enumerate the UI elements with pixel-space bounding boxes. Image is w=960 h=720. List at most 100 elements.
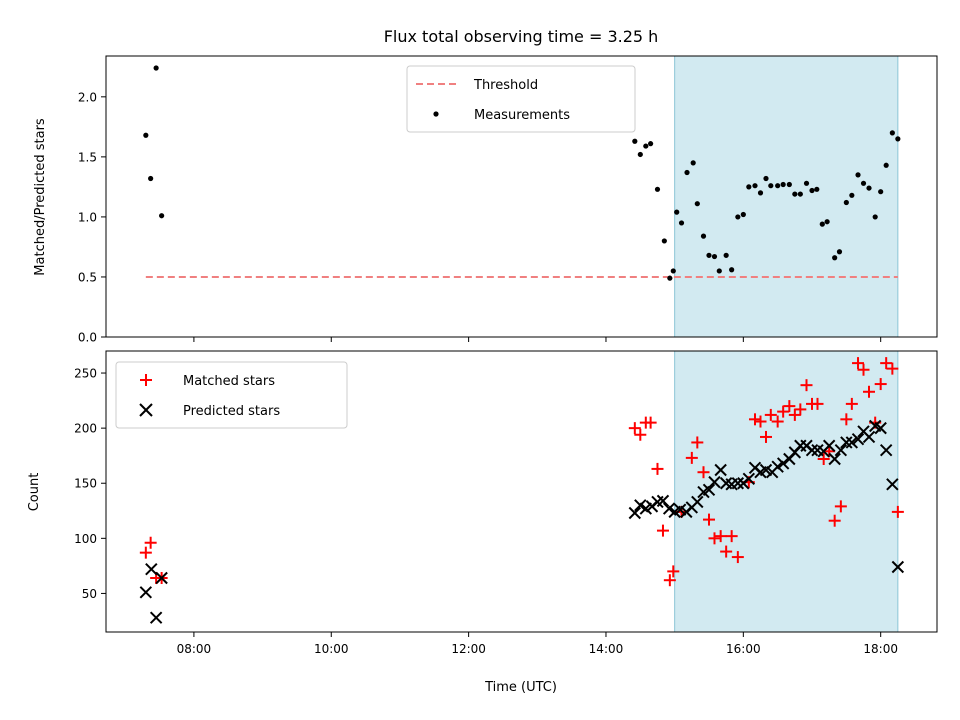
measurement-point bbox=[797, 191, 803, 197]
measurements-legend-label: Measurements bbox=[474, 108, 570, 123]
measurement-point bbox=[855, 172, 861, 178]
x-tick-label: 08:00 bbox=[177, 642, 212, 656]
predicted-star-point bbox=[656, 494, 670, 508]
predicted-star-point bbox=[886, 478, 899, 491]
matched-star-point bbox=[800, 379, 813, 392]
matched-star-point bbox=[714, 530, 727, 543]
measurement-point bbox=[814, 186, 820, 192]
matched-star-point bbox=[834, 500, 847, 513]
matched-star-point bbox=[749, 413, 762, 426]
measurement-point bbox=[684, 169, 690, 176]
threshold-legend-label: Threshold bbox=[473, 78, 538, 93]
predicted-star-point bbox=[714, 463, 727, 477]
counts-axes-frame bbox=[105, 350, 938, 633]
matched-star-point bbox=[663, 574, 676, 587]
measurement-point bbox=[670, 268, 676, 274]
measurement-point bbox=[866, 185, 872, 191]
measurement-point bbox=[148, 175, 154, 182]
matched-star-point bbox=[823, 445, 836, 458]
x-tick-label: 12:00 bbox=[451, 642, 486, 656]
ratio-data bbox=[143, 65, 901, 281]
predicted-star-point bbox=[731, 477, 745, 490]
measurement-point bbox=[746, 184, 752, 190]
measurement-point bbox=[803, 180, 810, 186]
y-tick-label: 50 bbox=[82, 587, 97, 601]
predicted-star-point bbox=[891, 560, 905, 574]
x-tick-label: 18:00 bbox=[863, 642, 898, 656]
measurement-point bbox=[632, 138, 638, 144]
ratio-x-ticks bbox=[193, 337, 882, 342]
predicted-star-point bbox=[828, 452, 841, 466]
y-tick-label: 1.0 bbox=[78, 210, 97, 224]
matched-star-point bbox=[777, 405, 790, 418]
measurement-point bbox=[889, 130, 895, 136]
ratio-y-label: Matched/Predicted stars bbox=[33, 118, 48, 276]
matched-star-point bbox=[644, 416, 657, 429]
matched-star-point bbox=[863, 385, 876, 398]
y-tick-label: 0.5 bbox=[78, 270, 97, 284]
matched-star-point bbox=[771, 415, 784, 428]
matched-star-point bbox=[667, 565, 680, 578]
predicted-star-point bbox=[879, 443, 893, 457]
predicted-star-point bbox=[822, 439, 836, 452]
predicted-star-point bbox=[708, 475, 721, 489]
measurement-point bbox=[637, 151, 643, 158]
matched-star-point bbox=[628, 422, 641, 435]
x-tick-label: 10:00 bbox=[314, 642, 349, 656]
predicted-star-point bbox=[145, 562, 158, 576]
matched-star-point bbox=[880, 357, 893, 370]
measurement-point bbox=[786, 181, 792, 188]
measurement-point bbox=[678, 220, 685, 226]
measurement-point bbox=[661, 238, 667, 244]
measurement-point bbox=[832, 255, 838, 261]
measurement-point bbox=[768, 183, 774, 189]
measurement-point bbox=[706, 252, 712, 258]
measurement-point bbox=[735, 214, 741, 220]
matched-star-point bbox=[828, 514, 841, 527]
measurement-point bbox=[153, 65, 159, 71]
matched-star-point bbox=[720, 545, 733, 558]
measurement-point bbox=[819, 221, 825, 227]
measurement-point bbox=[878, 189, 884, 195]
measurements-legend-icon bbox=[433, 111, 439, 117]
y-tick-label: 250 bbox=[74, 367, 97, 381]
predicted-legend-icon bbox=[139, 403, 153, 417]
measurement-point bbox=[824, 219, 830, 225]
predicted-star-point bbox=[771, 460, 784, 473]
predicted-star-point bbox=[776, 457, 790, 470]
measurement-point bbox=[674, 209, 680, 215]
y-tick-label: 1.5 bbox=[78, 150, 97, 164]
ratio-legend: Threshold Measurements bbox=[406, 65, 636, 133]
matched-star-point bbox=[852, 357, 865, 370]
measurement-point bbox=[860, 180, 867, 186]
ratio-axes-frame bbox=[105, 55, 938, 338]
measurement-point bbox=[667, 275, 673, 281]
predicted-star-point bbox=[845, 436, 859, 449]
counts-y-ticks: 50 100 150 200 250 bbox=[74, 367, 106, 601]
counts-legend: Matched stars Predicted stars bbox=[115, 361, 348, 429]
predicted-star-point bbox=[139, 586, 153, 599]
matched-star-point bbox=[783, 400, 796, 413]
matched-star-point bbox=[759, 430, 772, 443]
measurement-point bbox=[836, 249, 843, 255]
predicted-star-point bbox=[628, 506, 642, 520]
predicted-star-point bbox=[840, 436, 853, 449]
matched-star-point bbox=[754, 415, 767, 428]
y-tick-label: 0.0 bbox=[78, 331, 97, 345]
measurement-point bbox=[775, 183, 781, 189]
y-tick-label: 150 bbox=[74, 477, 97, 491]
measurement-point bbox=[740, 211, 746, 218]
measurement-point bbox=[883, 162, 889, 168]
matched-star-point bbox=[702, 513, 715, 526]
matched-star-point bbox=[811, 397, 824, 410]
measurement-point bbox=[716, 268, 722, 274]
measurement-point bbox=[654, 186, 661, 192]
predicted-legend-label: Predicted stars bbox=[183, 404, 280, 419]
measurement-point bbox=[694, 201, 700, 207]
matched-star-point bbox=[651, 462, 664, 475]
matched-legend-icon bbox=[140, 374, 152, 386]
measurement-point bbox=[643, 143, 649, 149]
matched-star-point bbox=[697, 466, 710, 479]
matched-star-point bbox=[634, 428, 647, 441]
measurement-point bbox=[700, 233, 707, 239]
